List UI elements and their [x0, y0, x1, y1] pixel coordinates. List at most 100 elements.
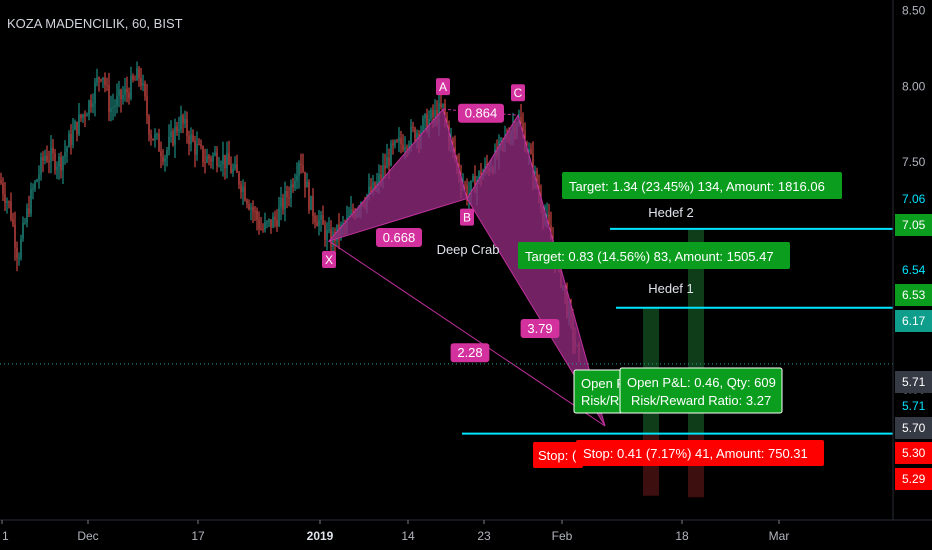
pattern-triangle-bcd	[466, 113, 606, 427]
candle-body	[240, 184, 242, 193]
candle-body	[402, 144, 404, 151]
candle-body	[380, 174, 382, 179]
candle-body	[106, 84, 108, 86]
axis-price-badge-label: 7.05	[902, 218, 926, 232]
candle-body	[470, 180, 472, 195]
candle-body	[46, 155, 48, 162]
candle-body	[230, 164, 232, 173]
candle-body	[500, 138, 502, 141]
candle-body	[384, 165, 386, 169]
candle-body	[352, 209, 354, 213]
candle-body	[184, 119, 186, 124]
candle-body	[36, 179, 38, 182]
candle-body	[312, 195, 314, 216]
candle-body	[292, 184, 294, 188]
candle-body	[454, 146, 456, 158]
pattern-point-label: B	[463, 211, 471, 225]
candle-body	[174, 126, 176, 145]
x-tick-label: 23	[477, 529, 491, 543]
candle-body	[164, 157, 166, 162]
candle-body	[62, 156, 64, 171]
candle-body	[86, 114, 88, 117]
candle-body	[532, 153, 534, 179]
candle-body	[234, 164, 236, 169]
candle-body	[310, 195, 312, 210]
candle-body	[284, 190, 286, 210]
candle-body	[250, 207, 252, 210]
candle-body	[34, 181, 36, 189]
candle-body	[2, 183, 4, 195]
candle-body	[168, 137, 170, 151]
price-line-badge	[895, 259, 932, 281]
candle-body	[244, 186, 246, 201]
pattern-point-badge	[460, 208, 474, 226]
candle-body	[446, 115, 448, 125]
candle-body	[530, 149, 532, 154]
candle-body	[180, 115, 182, 130]
candle-body	[254, 210, 256, 212]
candle-body	[304, 171, 306, 188]
stop-label-b: Stop: 0.41 (7.17%) 41, Amount: 750.31	[583, 446, 808, 461]
candle-body	[158, 134, 160, 152]
x-tick-label: Feb	[552, 529, 573, 543]
candle-body	[172, 131, 174, 145]
candle-body	[348, 215, 350, 218]
candle-body	[252, 207, 254, 211]
candle-body	[298, 163, 300, 176]
candle-body	[350, 209, 352, 216]
candle-body	[48, 161, 50, 163]
candle-body	[70, 133, 72, 146]
target1-box	[518, 242, 790, 269]
open-pl-a-line1: Open P	[581, 376, 625, 391]
candle-body	[204, 162, 206, 164]
candle-body	[170, 131, 172, 138]
candle-body	[192, 134, 194, 142]
price-lines	[0, 227, 893, 435]
pattern-ratio-label: 2.28	[457, 345, 482, 360]
candle-body	[30, 188, 32, 214]
candle-body	[212, 155, 214, 162]
candle-body	[188, 135, 190, 145]
candle-body	[424, 114, 426, 119]
candle-body	[50, 147, 52, 162]
candle-body	[132, 75, 134, 80]
candle-body	[94, 82, 96, 104]
candle-body	[342, 223, 344, 225]
pattern-point-badge	[436, 78, 450, 96]
pattern-point-badge	[322, 251, 336, 269]
candle-body	[472, 176, 474, 181]
candle-body	[20, 238, 22, 259]
open-pl-box-b	[619, 367, 783, 414]
price-line-badge	[895, 188, 932, 210]
candle-body	[378, 174, 380, 182]
candle-body	[452, 138, 454, 147]
candle-body	[38, 174, 40, 180]
candle-body	[110, 108, 112, 113]
candle-body	[260, 228, 262, 230]
candle-body	[68, 133, 70, 148]
candle-body	[392, 143, 394, 146]
candle-body	[6, 201, 8, 203]
candle-body	[374, 182, 376, 190]
candle-body	[142, 82, 144, 86]
candle-body	[24, 222, 26, 224]
candle-body	[152, 138, 154, 141]
candle-body	[136, 68, 138, 81]
candle-body	[194, 141, 196, 155]
x-tick-label: 1	[2, 529, 9, 543]
candle-body	[528, 149, 530, 152]
x-tick-label: 2019	[307, 529, 334, 543]
candle-body	[408, 144, 410, 149]
candle-body	[40, 157, 42, 175]
candle-body	[200, 144, 202, 147]
candle-body	[88, 100, 90, 115]
axis-price-badge-label: 6.17	[902, 314, 926, 328]
target2-label: Target: 1.34 (23.45%) 134, Amount: 1816.…	[569, 179, 825, 194]
candle-body	[190, 134, 192, 145]
axis-price-badge-label: 5.71	[902, 399, 926, 413]
pattern-ratio-badge	[376, 228, 422, 248]
candle-body	[216, 152, 218, 167]
candle-body	[548, 214, 550, 226]
